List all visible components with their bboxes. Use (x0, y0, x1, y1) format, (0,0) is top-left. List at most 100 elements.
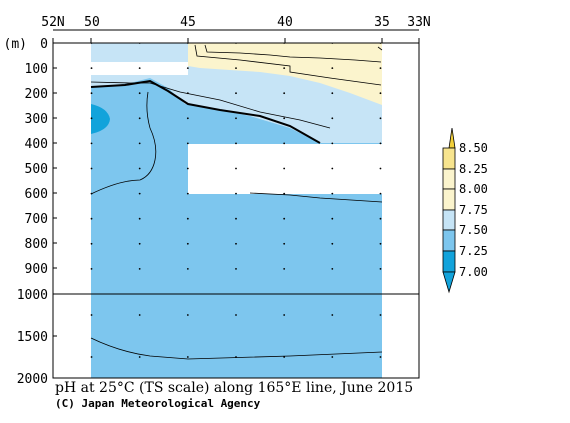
station-dot (379, 314, 382, 316)
station-dot (283, 117, 286, 120)
station-dot (90, 242, 93, 245)
legend-label: 7.00 (459, 265, 488, 279)
y-tick-label: 2000 (17, 372, 48, 387)
station-dot (186, 242, 189, 245)
station-dot (379, 117, 382, 120)
top-axis (52, 29, 420, 43)
station-dot (186, 217, 189, 220)
x-tick-label: 35 (374, 15, 390, 30)
legend-label: 7.25 (459, 244, 488, 258)
station-dot (90, 192, 93, 195)
station-dot (379, 192, 382, 195)
station-dot (235, 167, 237, 170)
station-dot (331, 242, 334, 245)
station-dot (379, 217, 382, 220)
legend-swatch (442, 229, 456, 252)
station-dot (186, 142, 189, 145)
y-tick-label: 200 (25, 87, 48, 102)
contour-line (90, 337, 383, 360)
y-tick-label: 100 (25, 62, 48, 77)
station-dot (138, 142, 141, 145)
y-tick-label: 1000 (17, 288, 48, 303)
legend-colorbar (442, 127, 456, 294)
y-tick-label: 500 (25, 162, 48, 177)
station-dot (283, 356, 286, 358)
station-dot (331, 192, 334, 195)
contour-750-thick (90, 79, 321, 144)
y-tick-label: 1500 (17, 330, 48, 345)
station-dot (331, 268, 334, 270)
station-dot (90, 142, 93, 145)
x-tick-label: 52N (41, 15, 64, 30)
y-tick-label: 0 (40, 37, 48, 52)
station-dot (138, 217, 141, 220)
station-dot (186, 67, 189, 69)
station-dot (186, 314, 189, 316)
station-dot (235, 242, 237, 245)
station-dot (331, 167, 334, 170)
station-dot (379, 167, 382, 170)
missing-region-deep (188, 144, 382, 194)
station-dot (283, 242, 286, 245)
station-dot (90, 67, 93, 69)
station-dot (379, 142, 382, 145)
x-tick-label: 33N (407, 15, 430, 30)
chart-title: pH at 25°C (TS scale) along 165°E line, … (55, 380, 413, 396)
station-dot (138, 167, 141, 170)
station-dot (331, 67, 334, 69)
station-dot (283, 268, 286, 270)
station-dot (138, 242, 141, 245)
y-tick-label: 300 (25, 112, 48, 127)
station-dot (379, 92, 382, 95)
station-dot (235, 142, 237, 145)
station-dot (90, 217, 93, 220)
station-dot (283, 92, 286, 95)
station-dot (90, 167, 93, 170)
station-dot (235, 192, 237, 195)
station-dot (138, 268, 141, 270)
station-dot (90, 117, 93, 120)
y-unit-label: (m) (4, 37, 27, 52)
x-tick-label: 40 (277, 15, 293, 30)
station-dot (283, 192, 286, 195)
plot-frame (52, 42, 420, 379)
legend-swatch (442, 250, 456, 273)
station-dot (186, 92, 189, 95)
station-dot (235, 314, 237, 316)
station-dot (283, 314, 286, 316)
station-dot (379, 356, 382, 358)
station-dot (138, 314, 141, 316)
station-dot (90, 356, 93, 358)
legend-swatch (442, 209, 456, 231)
x-tick-label: 50 (84, 15, 100, 30)
station-dot (186, 117, 189, 120)
station-dot (138, 356, 141, 358)
legend-swatch (442, 147, 456, 170)
legend-swatch (442, 168, 456, 190)
station-dot (379, 242, 382, 245)
station-dot (186, 167, 189, 170)
station-dot (283, 142, 286, 145)
station-dot (331, 142, 334, 145)
contour-line (90, 91, 157, 195)
station-dot (331, 217, 334, 220)
station-dot (235, 217, 237, 220)
station-dot (138, 117, 141, 120)
credit-text: (C) Japan Meteorological Agency (55, 397, 261, 410)
y-tick-label: 800 (25, 237, 48, 252)
station-dot (283, 217, 286, 220)
legend-label: 7.50 (459, 223, 488, 237)
y-tick-label: 400 (25, 137, 48, 152)
y-tick-label: 900 (25, 262, 48, 277)
legend-label: 7.75 (459, 203, 488, 217)
station-dot (235, 92, 237, 95)
contour-line (249, 192, 383, 203)
x-tick-label: 45 (180, 15, 196, 30)
legend-label: 8.00 (459, 182, 488, 196)
legend-swatch (442, 188, 456, 211)
station-dot (283, 67, 286, 69)
y-tick-label: 700 (25, 212, 48, 227)
station-dot (90, 268, 93, 270)
station-dot (138, 92, 141, 95)
